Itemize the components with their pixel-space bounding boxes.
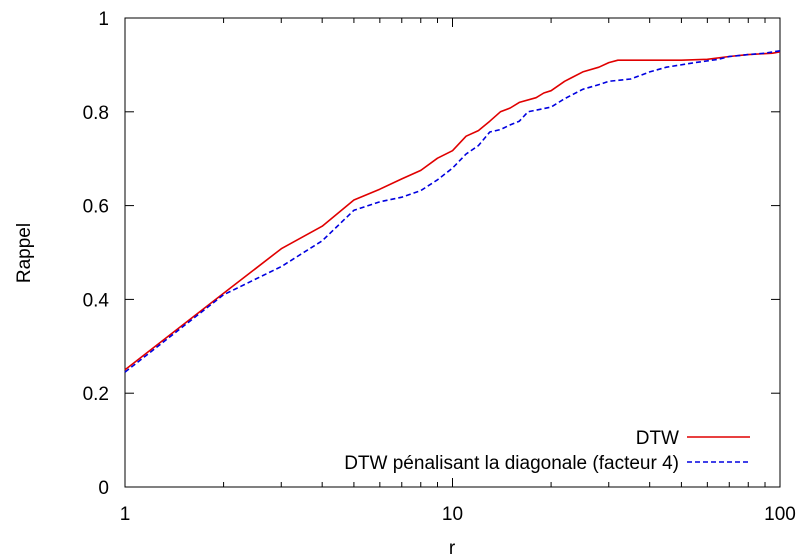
x-tick-label-0: 1: [120, 504, 131, 525]
legend-label-2: DTW pénalisant la diagonale (facteur 4): [344, 453, 679, 474]
x-tick-label-2: 100: [764, 504, 796, 525]
series-line-1: [124, 51, 781, 371]
series-line-2: [124, 50, 781, 373]
y-tick-label-1: 0.2: [83, 384, 109, 405]
y-tick-label-2: 0.4: [83, 290, 110, 311]
y-tick-label-3: 0.6: [83, 197, 109, 218]
plot-frame: [124, 17, 781, 488]
x-tick-label-1: 10: [442, 504, 463, 525]
y-tick-label-5: 1: [98, 9, 109, 30]
y-axis-title: Rappel: [14, 223, 35, 283]
y-tick-label-4: 0.8: [83, 103, 109, 124]
x-axis-title: r: [449, 538, 456, 556]
y-tick-label-0: 0: [98, 478, 109, 499]
legend-label-1: DTW: [636, 428, 679, 449]
plot-area: 1 10 100 0 0.2 0.4 0.6 0.8 1 DTW DTW pénalisant la…: [83, 9, 796, 525]
